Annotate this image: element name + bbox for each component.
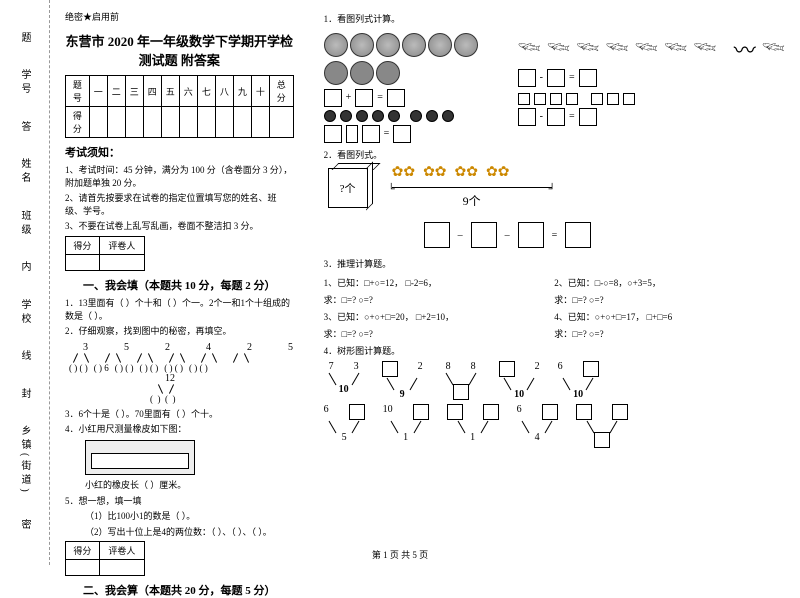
ruler-diagram xyxy=(85,440,195,475)
cube-box: ?个 xyxy=(328,168,368,208)
section2-title: 二、我会算（本题共 20 分，每题 5 分） xyxy=(65,582,294,598)
q2-4: 4．树形图计算题。 xyxy=(324,345,785,358)
section1-scorebox: 得分评卷人 xyxy=(65,236,145,271)
score-table: 题号 一 二 三 四 五 六 七 八 九 十 总分 得分 xyxy=(65,75,294,138)
tree-row-1: 7310 29 88 210 610 xyxy=(324,361,785,400)
fish-diagram: 𓆝𓆝𓆝𓆝 𓆝𓆝𓆝 〰𓆝 -= -= xyxy=(518,29,785,146)
margin-class: 班级 xyxy=(17,210,32,238)
margin-name: 姓名 xyxy=(17,158,32,186)
q2-3: 3．推理计算题。 xyxy=(324,258,785,271)
right-column: 1．看图列式计算。 += = 𓆝 xyxy=(309,0,800,565)
exam-title: 东营市 2020 年一年级数学下学期开学检测试题 附答案 xyxy=(65,31,294,69)
cube-flower-diagram: ?个 ✿✿✿✿ ✿✿✿✿ └ ┘ 9个 xyxy=(324,164,785,212)
notice-1: 1、考试时间：45 分钟，满分为 100 分（含卷面分 3 分），附加题单独 2… xyxy=(65,164,294,189)
number-split-diagram: 3 5 2 4 2 5 ( ) ( )( ) 6( ) ( ) ( ) ( )(… xyxy=(65,342,294,404)
margin-label-seal: 封 xyxy=(17,388,32,402)
section1-title: 一、我会填（本题共 10 分，每题 2 分） xyxy=(65,277,294,293)
q1-5: 5．想一想，填一填 xyxy=(65,495,294,508)
margin-label-in: 内 xyxy=(17,261,32,275)
coins-diagram: += = xyxy=(324,29,478,146)
notice-2: 2、请首先按要求在试卷的指定位置填写您的姓名、班级、学号。 xyxy=(65,192,294,217)
tree-row-2: 65 101 1 64 xyxy=(324,404,785,448)
q1-5-2: （2）写出十位上是4的两位数：（ ）、（ ）、（ ）。 xyxy=(85,526,294,539)
q1-2: 2．仔细观察，找到图中的秘密，再填空。 xyxy=(65,325,294,338)
margin-label-secret: 密 xyxy=(17,519,32,533)
page-footer: 第 1 页 共 5 页 xyxy=(0,548,800,561)
big-equation: ––= xyxy=(424,222,785,248)
margin-id: 学号 xyxy=(17,69,32,97)
score-header-row: 题号 一 二 三 四 五 六 七 八 九 十 总分 xyxy=(66,76,294,107)
margin-label-top: 题 xyxy=(17,32,32,46)
left-column: 绝密★启用前 东营市 2020 年一年级数学下学期开学检测试题 附答案 题号 一… xyxy=(50,0,309,565)
notice-heading: 考试须知： xyxy=(65,144,294,160)
margin-label-ans: 答 xyxy=(17,121,32,135)
binding-margin: 题 学号 答 姓名 班级 内 学校 线 封 乡镇(街道) 密 xyxy=(0,0,50,565)
notice-3: 3、不要在试卷上乱写乱画，卷面不整洁扣 3 分。 xyxy=(65,220,294,233)
margin-township: 乡镇(街道) xyxy=(17,425,32,496)
q2-1: 1．看图列式计算。 xyxy=(324,13,785,26)
q1-4: 4．小红用尺测量橡皮如下图： xyxy=(65,423,294,436)
calc-grid: 1、已知：□+○=12， □-2=6，2、已知：□-○=8，○+3=5， 求：□… xyxy=(324,274,785,342)
q1-1: 1．13里面有（ ）个十和（ ）个一。2个一和1个十组成的数是（ ）。 xyxy=(65,297,294,322)
margin-school: 学校 xyxy=(17,299,32,327)
nine-label: 9个 xyxy=(392,192,552,209)
q1-3: 3．6个十是（ ）。70里面有（ ）个十。 xyxy=(65,408,294,421)
q1-4-sub: 小红的橡皮长（ ）厘米。 xyxy=(85,479,294,492)
q2-2: 2．看图列式。 xyxy=(324,149,785,162)
score-value-row: 得分 xyxy=(66,107,294,138)
q1-5-1: （1）比100小1的数是（ ）。 xyxy=(85,510,294,523)
margin-label-line: 线 xyxy=(17,350,32,364)
secrecy-seal: 绝密★启用前 xyxy=(65,10,294,23)
